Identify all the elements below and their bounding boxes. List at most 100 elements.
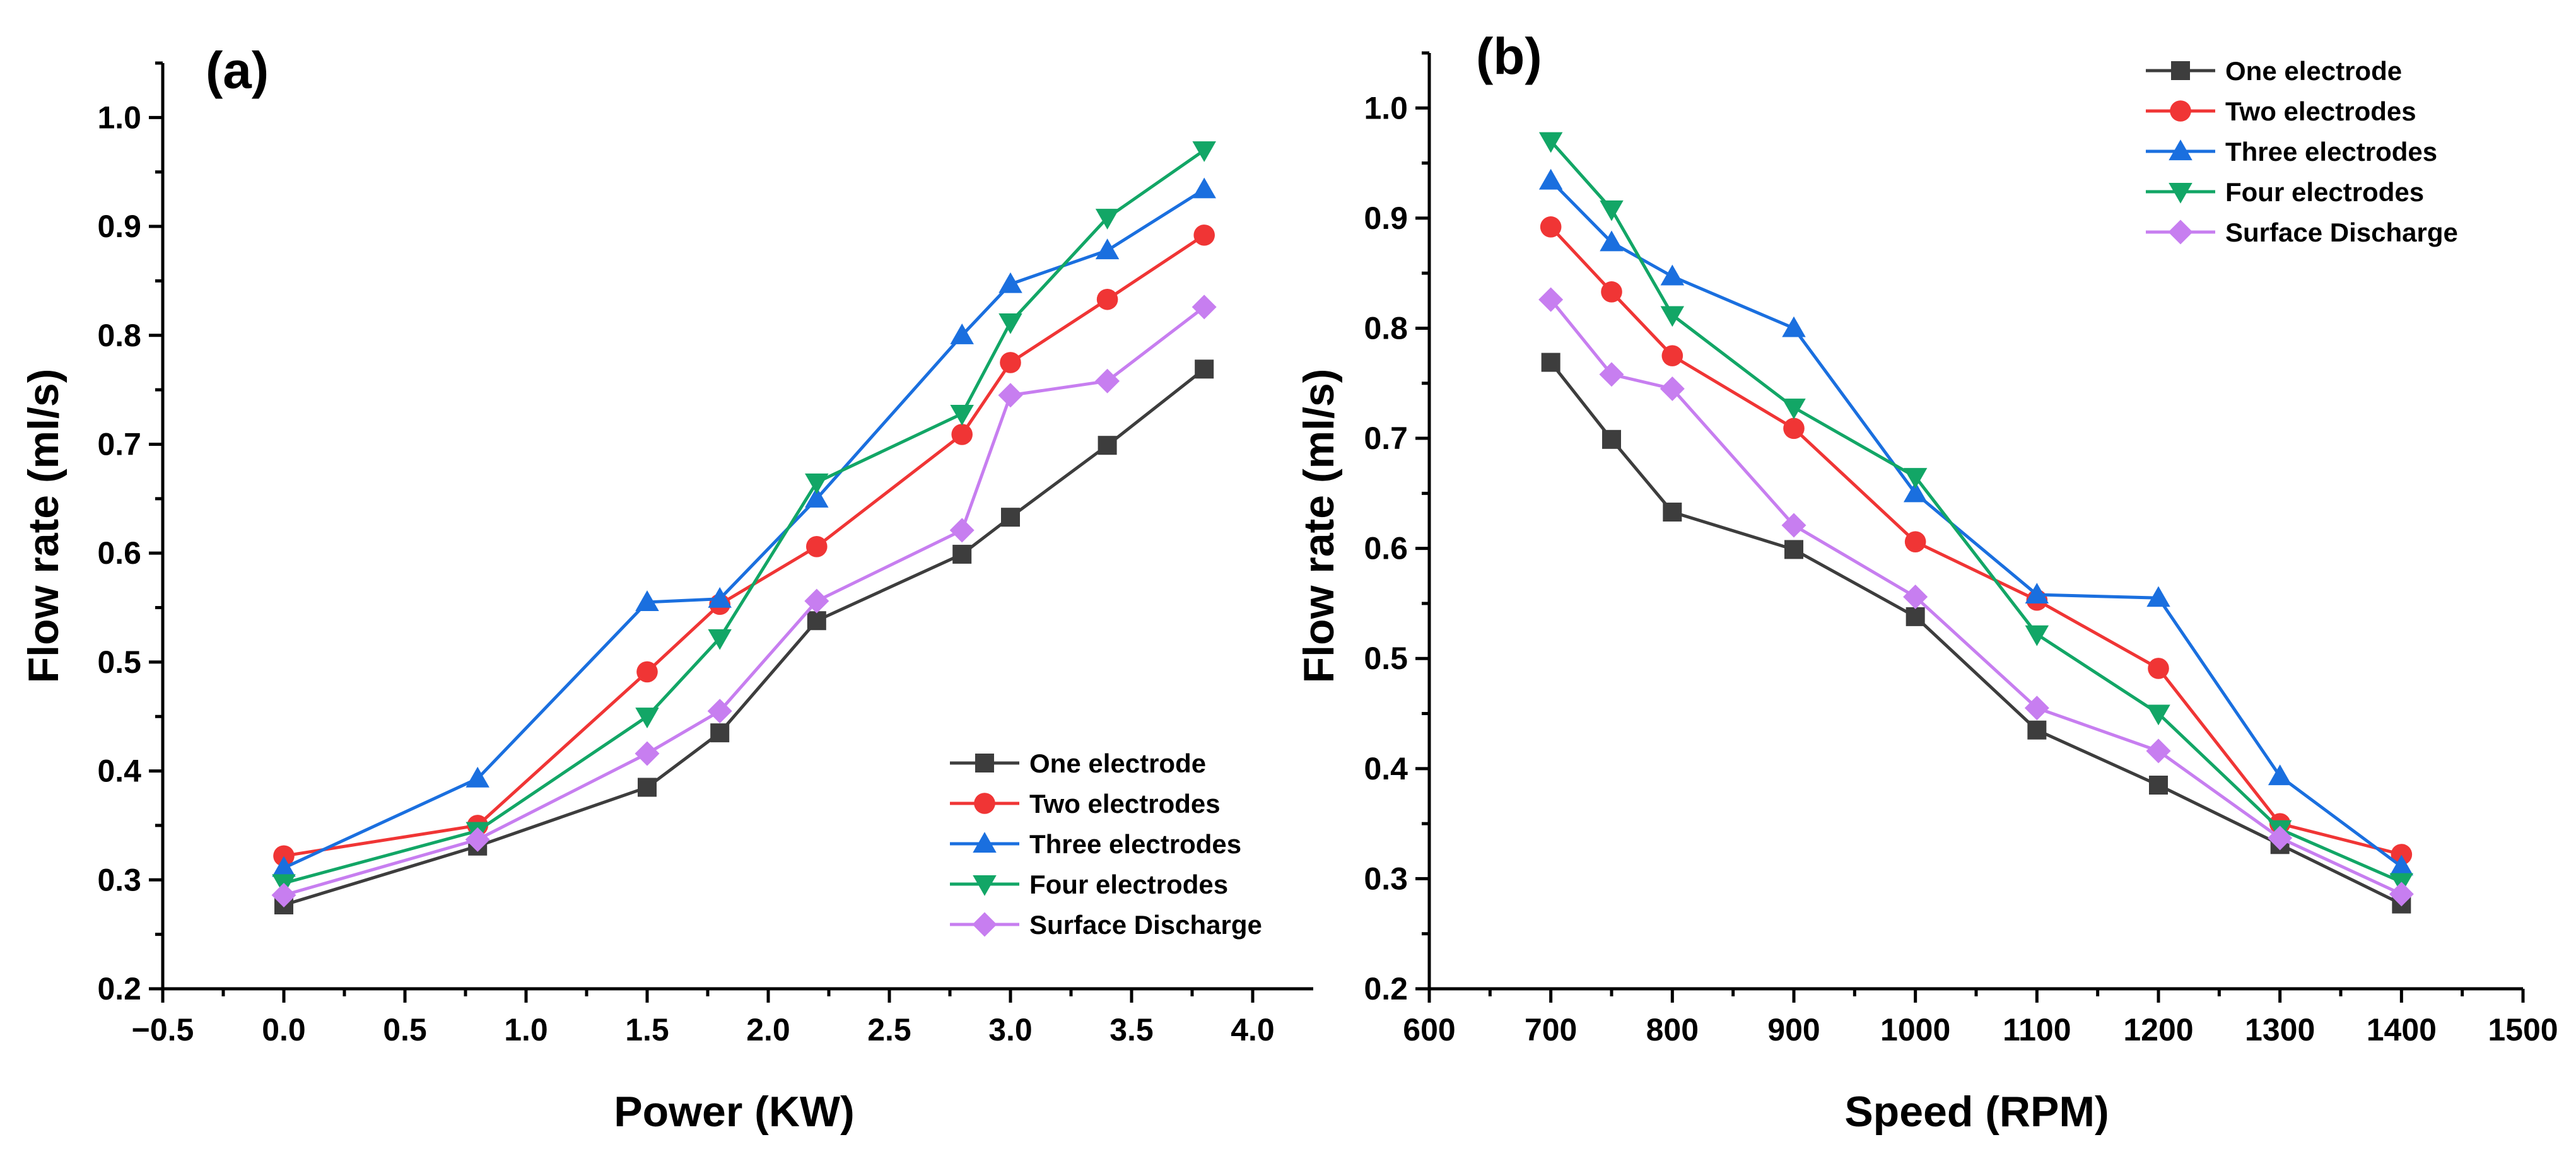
data-point [950, 323, 974, 344]
data-point [804, 588, 829, 614]
series-one-electrode [274, 359, 1214, 915]
x-tick-label: 1200 [2123, 1012, 2193, 1047]
y-tick-label: 0.2 [97, 971, 141, 1006]
data-point [1661, 345, 1683, 366]
x-tick-label: 1500 [2488, 1012, 2558, 1047]
data-point [1784, 540, 1803, 559]
data-point [1001, 508, 1020, 527]
y-tick-label: 1.0 [1364, 90, 1408, 125]
data-point [2268, 825, 2293, 851]
data-point [2146, 738, 2171, 764]
x-tick-label: 2.5 [867, 1012, 911, 1047]
panel-label: (b) [1476, 28, 1542, 86]
data-point [2146, 704, 2170, 726]
legend-label: Four electrodes [1029, 870, 1228, 899]
legend-item: Three electrodes [2146, 137, 2437, 166]
data-point [1783, 417, 1805, 440]
x-tick-label: 2.0 [746, 1012, 790, 1047]
data-point [1192, 141, 1216, 162]
data-point [2025, 625, 2049, 646]
y-tick-label: 0.9 [97, 209, 141, 244]
series-three-electrodes [1538, 168, 2414, 876]
x-axis-title: Speed (RPM) [1844, 1088, 2109, 1136]
data-point [1538, 287, 1564, 312]
data-point [1602, 429, 1621, 449]
series-surface-discharge [1538, 287, 2414, 907]
x-tick-label: 3.5 [1109, 1012, 1154, 1047]
data-point [952, 544, 972, 564]
data-point [1000, 352, 1021, 373]
data-point [635, 708, 659, 728]
x-tick-label: 0.0 [262, 1012, 306, 1047]
legend-marker [2169, 139, 2193, 161]
data-point [1781, 513, 1806, 538]
data-point [949, 518, 975, 543]
data-point [805, 487, 829, 508]
data-point [807, 611, 826, 631]
data-point [1193, 224, 1215, 246]
data-point [465, 766, 489, 788]
data-point [2025, 583, 2049, 604]
series-line [283, 368, 1205, 907]
data-point [1599, 362, 1624, 387]
legend-marker [973, 875, 997, 896]
series-one-electrode [1541, 353, 2411, 914]
x-tick-label: 3.0 [988, 1012, 1033, 1047]
series-surface-discharge [271, 294, 1217, 907]
data-point [2149, 776, 2168, 795]
legend-label: Three electrodes [1029, 829, 1241, 859]
x-tick-label: 600 [1403, 1012, 1455, 1047]
y-tick-label: 0.6 [97, 535, 141, 571]
data-point [998, 272, 1022, 293]
y-tick-label: 0.3 [1364, 861, 1408, 896]
data-point [1095, 368, 1120, 393]
data-point [636, 661, 658, 683]
data-point [1906, 607, 1925, 626]
data-point [2391, 844, 2413, 865]
x-tick-label: 0.5 [383, 1012, 427, 1047]
data-point [2148, 658, 2169, 679]
legend-label: Surface Discharge [1029, 910, 1262, 940]
y-tick-label: 0.4 [97, 754, 141, 789]
data-point [1782, 399, 1806, 419]
data-point [1192, 177, 1216, 199]
data-point [950, 405, 974, 426]
data-point [1095, 238, 1120, 260]
series-four-electrodes [272, 141, 1216, 895]
panel-a-power-chart: (a) −0.5 0.0 0.5 1.0 1.5 2.0 2.5 3.0 3.5 4.0 0.2 0.3… [20, 42, 1313, 1136]
y-tick-label: 0.3 [97, 862, 141, 897]
data-point [271, 882, 296, 907]
data-point [707, 699, 732, 724]
y-tick-label: 0.5 [97, 644, 141, 680]
legend-item: Surface Discharge [950, 910, 1262, 940]
data-point [2389, 854, 2414, 876]
y-axis-title: Flow rate (ml/s) [1295, 369, 1343, 684]
legend-marker [2168, 219, 2193, 245]
data-point [1191, 294, 1217, 320]
y-tick-label: 0.6 [1364, 531, 1408, 566]
data-point [2389, 882, 2414, 907]
x-tick-label: 700 [1525, 1012, 1577, 1047]
data-point [1600, 200, 1624, 221]
legend-marker [973, 832, 997, 853]
data-point [1663, 503, 1682, 522]
data-point [806, 536, 828, 557]
series-four-electrodes [1538, 132, 2414, 894]
y-tick-label: 1.0 [97, 100, 141, 135]
legend-label: Four electrodes [2225, 177, 2424, 207]
legend: One electrode Two electrodes Three electro… [950, 749, 1262, 940]
data-point [710, 723, 730, 743]
x-tick-label: 1.5 [625, 1012, 669, 1047]
data-point [273, 845, 295, 867]
panel-b-speed-chart: (b) 600 700 800 900 1000 1100 1200 1300 1400 1500 0… [1295, 28, 2558, 1136]
data-point [1541, 353, 1560, 372]
legend-marker [975, 754, 994, 772]
data-point [2268, 764, 2292, 786]
data-point [1601, 281, 1622, 303]
x-tick-label: −0.5 [132, 1012, 194, 1047]
data-point [2146, 586, 2170, 607]
data-point [1660, 306, 1685, 327]
x-tick-label: 900 [1767, 1012, 1820, 1047]
legend-item: One electrode [2146, 56, 2402, 86]
